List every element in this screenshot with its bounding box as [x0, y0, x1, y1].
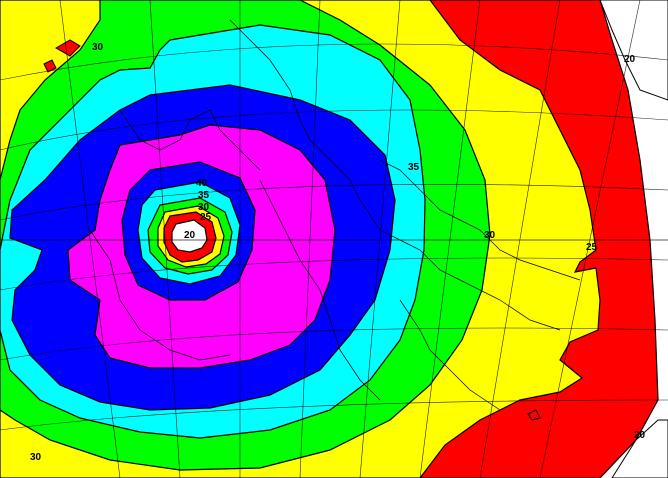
- coastline-outline: [89, 19, 581, 411]
- label-20-bottom-right: 20: [634, 430, 646, 441]
- center-below-20: [171, 219, 208, 253]
- label-20-top-right: 20: [624, 54, 636, 65]
- red-blob-bottom-right: [527, 409, 541, 421]
- label-35-right: 35: [408, 162, 420, 173]
- white-region-top-right: [599, 0, 668, 101]
- red-blob-top-left-2: [43, 59, 57, 73]
- white-region-bottom-right: [611, 419, 668, 478]
- label-35-inner: 35: [198, 190, 210, 201]
- label-30-top: 30: [92, 42, 104, 53]
- label-30-right: 30: [484, 230, 496, 241]
- label-30-bottom-left: 30: [30, 452, 42, 463]
- label-20-inner: 20: [184, 230, 196, 241]
- label-25-right: 25: [586, 242, 598, 253]
- label-25-inner: 25: [200, 212, 212, 223]
- label-40-inner: 40: [196, 178, 208, 189]
- label-30-inner: 30: [198, 202, 210, 213]
